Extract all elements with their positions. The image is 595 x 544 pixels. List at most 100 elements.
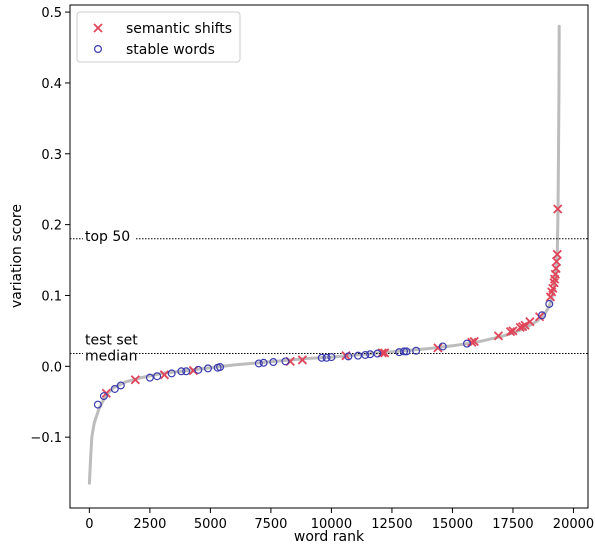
marker-stroke <box>552 249 562 260</box>
semantic-shift-point <box>552 249 562 260</box>
reference-label-bg <box>83 332 152 348</box>
reference-label-bg <box>83 348 135 364</box>
stable-word-point <box>545 299 554 308</box>
reference-line-label: test set <box>85 333 138 349</box>
stable-word-point <box>412 346 421 355</box>
stable-word-point <box>99 392 108 401</box>
semantic-shift-point <box>433 343 443 353</box>
reference-label-bg <box>83 228 135 244</box>
semantic-shift-point <box>515 322 525 332</box>
marker-stroke <box>515 322 525 332</box>
stable-word-point <box>269 358 278 367</box>
stable-word-point <box>167 369 176 378</box>
marker-stroke <box>548 283 558 294</box>
stable-word-point <box>400 347 409 356</box>
marker-stroke <box>505 326 516 337</box>
background-curve-line <box>87 24 561 485</box>
x-tick-label: 5000 <box>194 517 227 532</box>
semantic-shift-point <box>508 326 518 336</box>
reference-line-label: top 50 <box>85 229 130 245</box>
stable-word-point <box>402 347 411 356</box>
stable-word-point <box>462 339 471 348</box>
x-tick-label: 12500 <box>371 517 412 532</box>
legend-marker-stable-words <box>93 44 102 53</box>
stable-word-point <box>254 359 263 368</box>
y-axis-label: variation score <box>9 204 25 308</box>
stable-word-point <box>259 358 268 367</box>
marker-stroke <box>551 256 562 267</box>
legend-marker-semantic-shifts <box>93 23 103 33</box>
x-tick-label: 0 <box>85 517 93 532</box>
marker-stroke <box>469 336 479 347</box>
legend-label: semantic shifts <box>126 21 232 37</box>
stable-word-point <box>203 364 212 373</box>
stable-word-point <box>145 373 154 382</box>
y-tick-label: 0.3 <box>41 148 62 163</box>
semantic-shift-point <box>130 375 140 385</box>
x-axis-label: word rank <box>294 529 365 544</box>
marker-stroke <box>159 370 170 380</box>
semantic-shift-point <box>469 336 479 347</box>
x-axis: 0 2500 5000 7500 10000 12500 15000 17500 20000 <box>85 508 594 532</box>
stable-word-point <box>322 353 331 362</box>
plot-frame <box>69 4 589 509</box>
y-tick-label: 0.4 <box>41 77 62 92</box>
semantic-shift-point <box>520 320 530 330</box>
semantic-shift-point <box>188 365 199 376</box>
legend: semantic shifts stable words <box>76 11 241 63</box>
marker-stroke <box>493 331 504 341</box>
marker-stroke <box>534 312 545 322</box>
stable-word-point <box>177 367 186 376</box>
stable-word-point <box>216 363 225 372</box>
stable-word-point <box>110 384 119 393</box>
marker-stroke <box>508 326 518 336</box>
marker-stroke <box>467 337 477 347</box>
marker-stroke <box>525 317 535 327</box>
marker-stroke <box>549 278 559 288</box>
y-tick-label: −0.1 <box>30 431 62 446</box>
background-curve <box>87 24 561 485</box>
stable-word-point <box>438 342 447 351</box>
stable-word-point <box>182 367 191 376</box>
marker-stroke <box>188 365 199 376</box>
marker-stroke <box>433 343 443 353</box>
y-tick-label: 0.2 <box>41 219 62 234</box>
stable-word-point <box>153 372 162 381</box>
reference-line-label: median <box>85 349 137 365</box>
x-tick-label: 20000 <box>553 517 594 532</box>
x-tick-label: 2500 <box>133 517 166 532</box>
marker-stroke <box>297 355 308 365</box>
stable-word-point <box>373 349 382 358</box>
semantic-shift-point <box>534 312 545 322</box>
stable-word-point <box>344 352 353 361</box>
stable-word-point <box>194 365 203 374</box>
y-tick-label: 0.1 <box>41 289 62 304</box>
y-tick-label: 0.0 <box>41 360 62 375</box>
y-axis: −0.1 0.0 0.1 0.2 0.3 0.4 0.5 <box>30 6 70 446</box>
legend-label: stable words <box>126 42 215 58</box>
marker-stroke <box>377 348 387 358</box>
x-tick-label: 10000 <box>311 517 352 532</box>
semantic-shift-point <box>467 337 477 347</box>
marker-stroke <box>553 204 563 214</box>
semantic-shift-point <box>377 348 387 358</box>
stable-word-point <box>116 381 125 390</box>
stable-word-point <box>327 353 336 362</box>
semantic-shift-point <box>553 204 563 214</box>
marker-stroke <box>380 348 390 358</box>
semantic-shift-point <box>380 348 390 358</box>
x-tick-label: 15000 <box>432 517 473 532</box>
series-layer <box>93 204 563 409</box>
stable-word-point <box>317 353 326 362</box>
stable-word-point <box>361 350 370 359</box>
semantic-shift-point <box>525 317 535 327</box>
marker-stroke <box>520 320 530 330</box>
semantic-shift-point <box>493 331 504 341</box>
stable-word-point <box>281 357 290 366</box>
marker-stroke <box>551 263 561 274</box>
y-tick-label: 0.5 <box>41 6 62 21</box>
stable-word-point <box>93 400 102 409</box>
